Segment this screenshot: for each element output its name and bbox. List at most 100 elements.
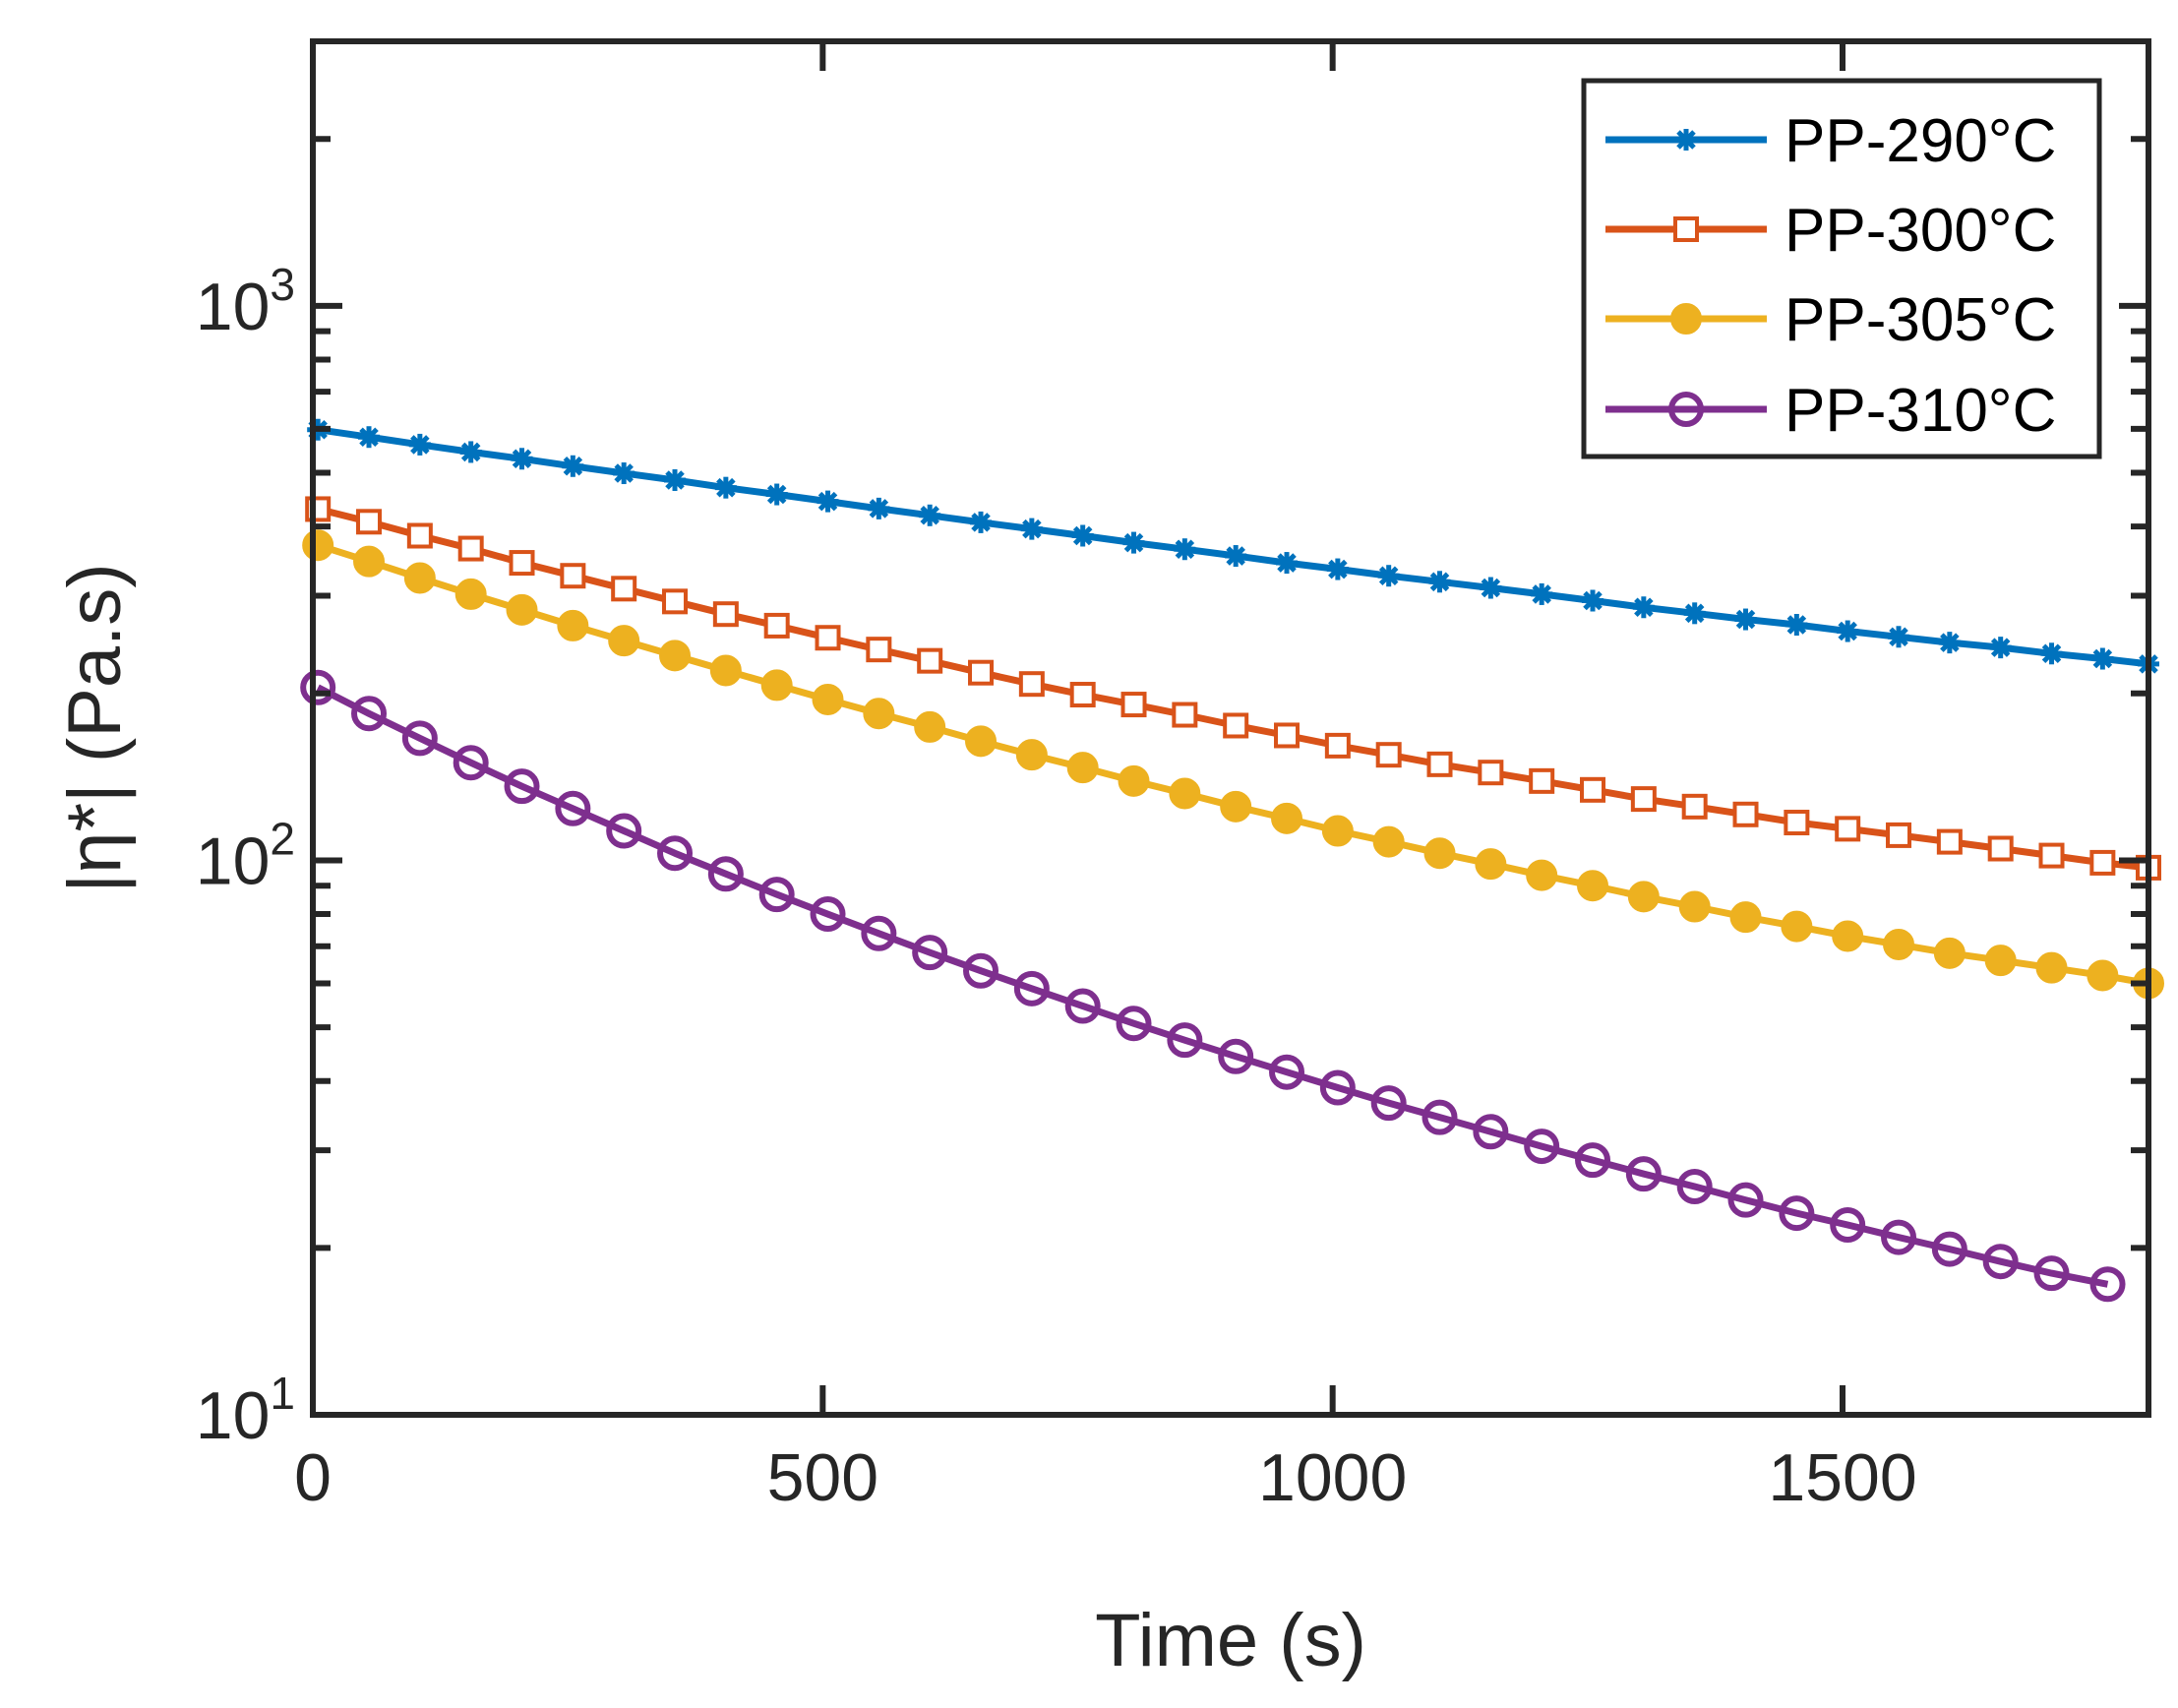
y-tick-exponent: 2 bbox=[270, 813, 295, 864]
data-point-0-13 bbox=[970, 511, 993, 533]
data-point-1-26 bbox=[1630, 786, 1657, 813]
data-point-1-5 bbox=[560, 563, 586, 589]
data-point-1-35 bbox=[2089, 849, 2116, 876]
data-point-2-13 bbox=[965, 725, 998, 758]
data-point-0-3 bbox=[459, 441, 482, 463]
data-point-3-3 bbox=[453, 745, 489, 781]
data-point-3-34 bbox=[2033, 1255, 2070, 1292]
data-point-3-24 bbox=[1524, 1128, 1560, 1165]
data-point-0-2 bbox=[408, 433, 431, 456]
data-point-2-16 bbox=[1118, 764, 1150, 797]
data-point-0-15 bbox=[1071, 524, 1094, 547]
legend-entry-3: PP-310°C bbox=[1605, 377, 2056, 445]
data-point-3-16 bbox=[1116, 1006, 1152, 1042]
data-point-3-7 bbox=[657, 835, 694, 872]
data-point-3-33 bbox=[1982, 1244, 2019, 1280]
data-point-0-7 bbox=[664, 468, 687, 491]
data-point-2-12 bbox=[914, 710, 946, 743]
data-point-3-15 bbox=[1064, 988, 1101, 1024]
legend-label: PP-305°C bbox=[1785, 286, 2056, 354]
data-point-0-28 bbox=[1734, 608, 1757, 631]
data-point-3-0 bbox=[300, 669, 336, 705]
data-point-3-35 bbox=[2089, 1266, 2126, 1303]
data-point-2-32 bbox=[1933, 937, 1966, 969]
data-point-2-27 bbox=[1678, 890, 1711, 923]
legend-marker bbox=[1670, 303, 1702, 335]
data-point-3-31 bbox=[1881, 1219, 1917, 1255]
legend-entry-2: PP-305°C bbox=[1605, 286, 2056, 354]
data-point-2-2 bbox=[403, 562, 436, 594]
data-point-1-22 bbox=[1426, 751, 1453, 777]
data-point-2-14 bbox=[1015, 739, 1048, 771]
data-point-0-6 bbox=[613, 462, 635, 485]
x-tick-label: 0 bbox=[294, 1440, 332, 1515]
legend: PP-290°C PP-300°C PP-305°C PP-310°C bbox=[1581, 78, 2102, 459]
series-PP-305°C bbox=[302, 529, 2164, 1000]
data-point-0-23 bbox=[1480, 577, 1502, 599]
data-point-1-11 bbox=[866, 637, 892, 663]
data-point-0-11 bbox=[868, 497, 890, 519]
data-point-0-33 bbox=[1989, 637, 2012, 659]
data-point-3-26 bbox=[1625, 1156, 1662, 1192]
data-point-0-31 bbox=[1888, 626, 1910, 648]
data-point-0-16 bbox=[1122, 531, 1145, 554]
data-point-3-4 bbox=[504, 768, 540, 805]
data-point-0-34 bbox=[2040, 642, 2063, 665]
data-point-1-27 bbox=[1681, 793, 1708, 820]
y-tick-label: 101 bbox=[196, 1368, 295, 1453]
data-point-1-6 bbox=[611, 576, 637, 602]
data-point-2-34 bbox=[2035, 951, 2068, 984]
plot-area bbox=[300, 418, 2164, 1303]
data-point-0-30 bbox=[1837, 620, 1859, 642]
data-point-1-1 bbox=[356, 509, 383, 535]
data-point-3-2 bbox=[401, 720, 438, 757]
data-point-1-7 bbox=[662, 588, 689, 615]
data-point-0-12 bbox=[919, 504, 941, 526]
series-line-2 bbox=[317, 541, 2149, 987]
x-tick-label: 1500 bbox=[1768, 1440, 1916, 1515]
data-point-0-32 bbox=[1938, 632, 1961, 654]
y-axis-label: |η*| (Pa.s) bbox=[53, 563, 137, 892]
data-point-0-26 bbox=[1632, 596, 1655, 619]
legend-label: PP-300°C bbox=[1785, 197, 2056, 265]
data-point-1-10 bbox=[815, 625, 841, 651]
data-point-3-1 bbox=[351, 696, 388, 732]
data-point-1-14 bbox=[1018, 671, 1045, 698]
data-point-1-23 bbox=[1478, 760, 1504, 786]
data-point-3-25 bbox=[1575, 1142, 1611, 1179]
legend-marker bbox=[1673, 216, 1699, 242]
data-point-2-10 bbox=[812, 683, 844, 715]
data-point-2-18 bbox=[1220, 790, 1252, 823]
data-point-0-14 bbox=[1020, 518, 1043, 540]
data-point-1-2 bbox=[406, 522, 433, 549]
data-point-3-12 bbox=[912, 935, 948, 971]
y-tick-base: 10 bbox=[196, 1378, 271, 1453]
data-point-1-32 bbox=[1936, 828, 1963, 855]
data-point-1-31 bbox=[1886, 822, 1912, 848]
data-point-1-34 bbox=[2038, 842, 2065, 869]
data-point-1-28 bbox=[1732, 801, 1759, 827]
data-point-2-4 bbox=[506, 593, 538, 626]
series-PP-300°C bbox=[305, 496, 2161, 881]
data-point-2-30 bbox=[1832, 920, 1864, 952]
legend-label: PP-290°C bbox=[1785, 107, 2056, 175]
y-tick-exponent: 3 bbox=[270, 259, 295, 310]
data-point-0-21 bbox=[1377, 565, 1400, 587]
data-point-2-1 bbox=[353, 545, 386, 578]
series-PP-310°C bbox=[300, 669, 2126, 1303]
data-point-2-0 bbox=[302, 529, 334, 562]
data-point-3-21 bbox=[1370, 1085, 1407, 1122]
data-point-1-20 bbox=[1324, 732, 1351, 759]
data-point-1-21 bbox=[1375, 742, 1402, 768]
data-point-3-10 bbox=[810, 896, 846, 933]
data-point-2-29 bbox=[1781, 910, 1813, 943]
y-tick-label: 103 bbox=[196, 259, 295, 344]
data-point-1-25 bbox=[1580, 776, 1606, 803]
data-point-2-24 bbox=[1526, 859, 1558, 891]
data-point-2-15 bbox=[1066, 752, 1099, 784]
data-point-0-20 bbox=[1326, 558, 1349, 580]
data-point-3-18 bbox=[1218, 1038, 1254, 1074]
legend-label: PP-310°C bbox=[1785, 377, 2056, 445]
data-point-3-19 bbox=[1269, 1054, 1305, 1090]
